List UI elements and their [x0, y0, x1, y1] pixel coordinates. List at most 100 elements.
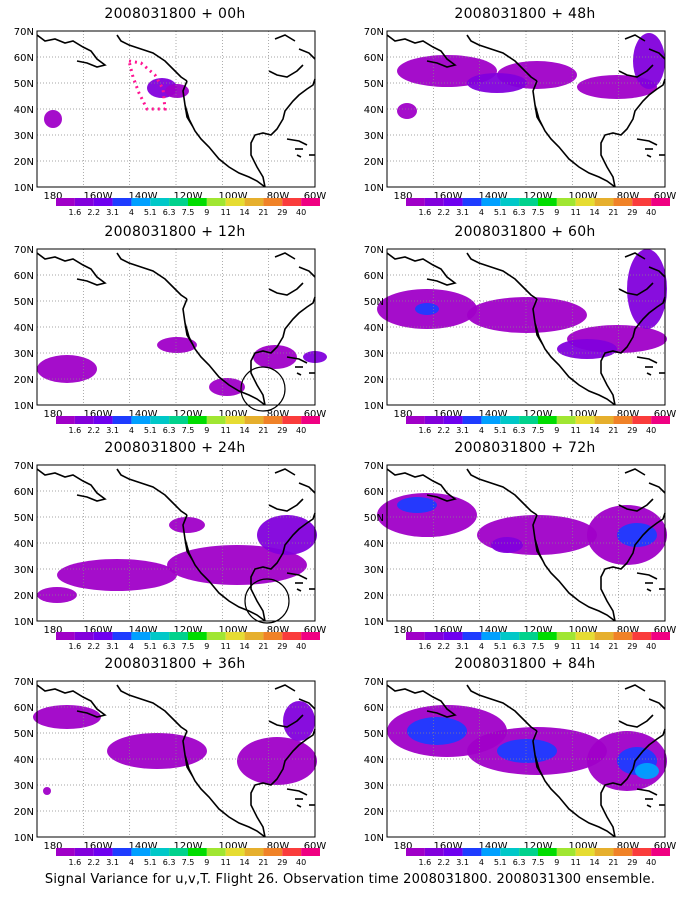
colorbar-swatch: [443, 632, 463, 640]
lat-tick-label: 60N: [14, 703, 34, 714]
colorbar-label: 7.5: [532, 208, 545, 217]
coastline: [296, 154, 302, 158]
colorbar-label: 7.5: [182, 208, 195, 217]
colorbar-label: 3.1: [456, 426, 469, 435]
lon-tick-label: 100W: [569, 841, 598, 852]
variance-contour: [397, 103, 417, 119]
lon-tick-label: 60W: [304, 191, 327, 202]
colorbar-label: 29: [277, 858, 287, 867]
colorbar-swatch: [462, 198, 482, 206]
map-area: [377, 248, 667, 406]
colorbar-swatch: [56, 416, 75, 424]
lon-tick-label: 160W: [84, 409, 113, 420]
coastline: [250, 684, 316, 838]
colorbar-swatch: [56, 198, 75, 206]
colorbar-swatch: [112, 848, 132, 856]
lon-tick-label: 80W: [267, 191, 290, 202]
lon-tick-label: 140W: [129, 625, 158, 636]
coastline: [636, 788, 658, 796]
colorbar-label: 9: [554, 208, 559, 217]
colorbar-label: 14: [239, 208, 249, 217]
colorbar-swatch: [575, 632, 595, 640]
colorbar-label: 2.2: [87, 208, 100, 217]
colorbar-label: 29: [627, 642, 637, 651]
map-plot: 70N 60N 50N 40N 30N 20N 10N 180 160W 140W 120W 100W…: [364, 461, 677, 651]
colorbar-swatch: [481, 198, 501, 206]
variance-contour: [257, 515, 317, 555]
lat-tick-label: 50N: [364, 79, 384, 90]
lon-tick-label: 180: [393, 409, 412, 420]
map-panel: 2008031800 + 84h 70N 60N 50N 40N 30N 20N 10N 180…: [350, 650, 700, 870]
coastline: [466, 684, 616, 838]
colorbar-swatch: [500, 416, 520, 424]
colorbar-swatch: [244, 198, 264, 206]
colorbar-swatch: [263, 632, 283, 640]
map-plot: 70N 60N 50N 40N 30N 20N 10N 180 160W 140W 120W 100W…: [14, 677, 327, 867]
variance-contour: [633, 33, 665, 89]
lat-tick-label: 50N: [364, 513, 384, 524]
lat-tick-label: 40N: [364, 323, 384, 334]
colorbar-swatch: [538, 198, 557, 206]
colorbar-label: 21: [258, 642, 268, 651]
variance-contour: [557, 339, 617, 359]
lat-tick-label: 30N: [14, 781, 34, 792]
colorbar-swatch: [519, 848, 538, 856]
map-plot: 70N 60N 50N 40N 30N 20N 10N 180 160W 140W 120W 100W…: [364, 245, 677, 435]
colorbar-label: 40: [646, 426, 656, 435]
lon-tick-label: 140W: [129, 191, 158, 202]
colorbar-label: 6.3: [163, 208, 176, 217]
coastline: [636, 138, 658, 146]
colorbar-label: 9: [554, 642, 559, 651]
colorbar-label: 14: [589, 426, 599, 435]
lat-tick-label: 70N: [14, 245, 34, 256]
variance-contour: [283, 701, 315, 741]
map-area: [36, 464, 317, 624]
colorbar-label: 9: [554, 858, 559, 867]
variance-contour: [635, 763, 659, 779]
lat-tick-label: 30N: [364, 349, 384, 360]
colorbar-label: 1.6: [68, 208, 81, 217]
lon-tick-label: 80W: [267, 841, 290, 852]
coastline: [286, 572, 308, 580]
colorbar-swatch: [263, 848, 283, 856]
lon-tick-label: 180: [393, 191, 412, 202]
colorbar-swatch: [443, 198, 463, 206]
colorbar-swatch: [575, 848, 595, 856]
colorbar-swatch: [263, 198, 283, 206]
lon-tick-label: 100W: [219, 625, 248, 636]
colorbar-swatch: [481, 848, 501, 856]
lat-tick-label: 70N: [364, 461, 384, 472]
colorbar-label: 5.1: [144, 642, 157, 651]
lat-tick-label: 10N: [364, 833, 384, 844]
colorbar-swatch: [244, 416, 264, 424]
colorbar-label: 3.1: [456, 642, 469, 651]
lat-tick-label: 30N: [364, 565, 384, 576]
colorbar-swatch: [481, 416, 501, 424]
panel-title: 2008031800 + 72h: [454, 440, 596, 456]
lat-tick-label: 20N: [364, 807, 384, 818]
colorbar-label: 4: [129, 426, 134, 435]
lat-tick-label: 70N: [14, 27, 34, 38]
colorbar-label: 11: [571, 858, 581, 867]
variance-contour: [491, 537, 523, 553]
colorbar-swatch: [613, 198, 633, 206]
colorbar-swatch: [575, 198, 595, 206]
lon-tick-label: 100W: [219, 841, 248, 852]
colorbar-swatch: [282, 416, 302, 424]
colorbar-label: 1.6: [418, 642, 431, 651]
colorbar-swatch: [112, 416, 132, 424]
variance-contour: [43, 787, 51, 795]
map-plot: 70N 60N 50N 40N 30N 20N 10N 180 160W 140W 120W 100W…: [364, 27, 677, 217]
lon-tick-label: 160W: [84, 625, 113, 636]
colorbar-label: 21: [608, 642, 618, 651]
colorbar-label: 40: [296, 208, 306, 217]
colorbar-swatch: [131, 416, 151, 424]
lat-tick-label: 10N: [14, 401, 34, 412]
colorbar-label: 4: [479, 426, 484, 435]
colorbar-label: 9: [204, 208, 209, 217]
colorbar-label: 9: [204, 426, 209, 435]
lat-tick-label: 60N: [364, 271, 384, 282]
coastline: [466, 468, 616, 622]
colorbar-label: 40: [646, 642, 656, 651]
variance-contour: [57, 559, 177, 591]
